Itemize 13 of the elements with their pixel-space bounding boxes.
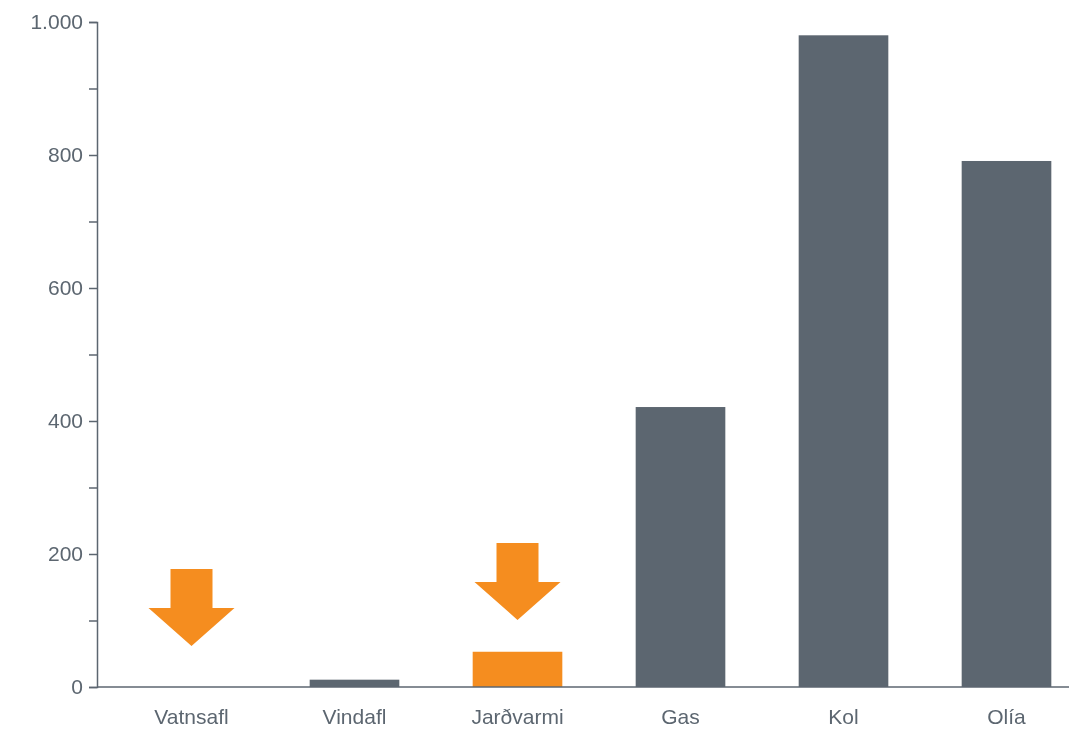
y-tick-label: 400 [47, 409, 83, 433]
x-tick-label: Vatnsafl [154, 704, 229, 728]
y-tick-label: 0 [71, 675, 83, 699]
x-tick-label: Kol [828, 704, 859, 728]
x-tick-label: Gas [661, 704, 700, 728]
y-tick-label: 800 [47, 143, 83, 167]
y-tick-label: 1.000 [30, 10, 83, 34]
bar [472, 651, 563, 687]
x-tick-label: Vindafl [322, 704, 387, 728]
x-tick-label: Olía [987, 704, 1027, 728]
y-tick-label: 200 [47, 542, 83, 566]
x-tick-label: Jarðvarmi [471, 704, 564, 728]
y-tick-label: 600 [47, 276, 83, 300]
